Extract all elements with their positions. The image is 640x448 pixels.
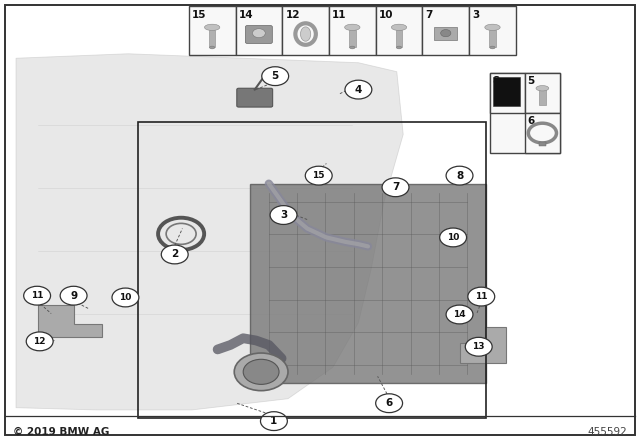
Text: © 2019 BMW AG: © 2019 BMW AG <box>13 427 109 437</box>
Text: 14: 14 <box>239 10 253 20</box>
Text: 15: 15 <box>312 171 325 180</box>
Circle shape <box>260 412 287 431</box>
Ellipse shape <box>349 46 355 49</box>
Circle shape <box>465 337 492 356</box>
Circle shape <box>376 394 403 413</box>
Circle shape <box>112 288 139 307</box>
Circle shape <box>26 332 53 351</box>
Bar <box>539 142 547 146</box>
Text: 7: 7 <box>426 10 433 20</box>
Text: 10: 10 <box>119 293 132 302</box>
Bar <box>189 6 236 55</box>
Bar <box>209 30 215 47</box>
Bar <box>525 73 560 113</box>
Text: 455592: 455592 <box>588 427 627 437</box>
Circle shape <box>382 178 409 197</box>
Circle shape <box>345 80 372 99</box>
FancyBboxPatch shape <box>250 184 486 383</box>
Text: 3: 3 <box>280 210 287 220</box>
Bar <box>376 6 422 55</box>
Circle shape <box>24 286 51 305</box>
Ellipse shape <box>204 24 220 30</box>
Ellipse shape <box>391 24 407 30</box>
Text: 11: 11 <box>31 291 44 300</box>
Text: 4: 4 <box>355 85 362 95</box>
Text: 6: 6 <box>385 398 393 408</box>
Ellipse shape <box>209 46 215 49</box>
Circle shape <box>440 30 451 37</box>
Bar <box>540 89 545 105</box>
Polygon shape <box>38 305 102 337</box>
Circle shape <box>446 166 473 185</box>
Text: 5: 5 <box>527 76 534 86</box>
Polygon shape <box>460 327 506 363</box>
Ellipse shape <box>344 24 360 30</box>
Text: 10: 10 <box>379 10 394 20</box>
Circle shape <box>446 305 473 324</box>
Text: 10: 10 <box>447 233 460 242</box>
Bar <box>396 30 403 47</box>
Bar <box>489 30 495 47</box>
Circle shape <box>305 166 332 185</box>
Ellipse shape <box>536 86 548 91</box>
Bar <box>349 30 356 47</box>
Ellipse shape <box>490 46 495 49</box>
Bar <box>490 73 560 153</box>
FancyBboxPatch shape <box>493 77 520 106</box>
Bar <box>422 6 469 55</box>
Circle shape <box>234 353 288 391</box>
Bar <box>138 122 486 418</box>
Bar <box>329 6 376 55</box>
Text: 8: 8 <box>456 171 463 181</box>
Bar <box>490 73 525 113</box>
Bar <box>282 6 329 55</box>
Text: 6: 6 <box>527 116 534 126</box>
Text: 13: 13 <box>472 342 485 351</box>
Circle shape <box>243 359 279 384</box>
Text: 11: 11 <box>332 10 347 20</box>
Text: 2: 2 <box>171 250 179 259</box>
Text: 8: 8 <box>492 76 499 86</box>
Circle shape <box>468 287 495 306</box>
FancyBboxPatch shape <box>434 27 457 40</box>
Text: 1: 1 <box>270 416 278 426</box>
Text: 12: 12 <box>33 337 46 346</box>
Text: 9: 9 <box>70 291 77 301</box>
Text: 14: 14 <box>453 310 466 319</box>
Bar <box>525 113 560 153</box>
Text: 15: 15 <box>192 10 207 20</box>
Bar <box>469 6 516 55</box>
Ellipse shape <box>396 46 402 49</box>
Bar <box>236 6 282 55</box>
Circle shape <box>60 286 87 305</box>
Circle shape <box>252 29 265 38</box>
Text: 11: 11 <box>475 292 488 301</box>
Text: 7: 7 <box>392 182 399 192</box>
Circle shape <box>270 206 297 224</box>
Polygon shape <box>16 54 403 410</box>
Text: 3: 3 <box>472 10 479 20</box>
FancyBboxPatch shape <box>245 26 272 43</box>
Circle shape <box>161 245 188 264</box>
Ellipse shape <box>301 27 311 41</box>
FancyBboxPatch shape <box>237 88 273 107</box>
Circle shape <box>440 228 467 247</box>
Text: 5: 5 <box>271 71 279 81</box>
Circle shape <box>262 67 289 86</box>
Ellipse shape <box>484 24 500 30</box>
Text: 12: 12 <box>285 10 300 20</box>
